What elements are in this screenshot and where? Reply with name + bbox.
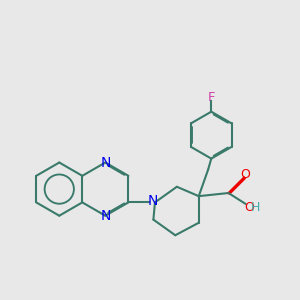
Text: H: H: [251, 201, 260, 214]
Text: N: N: [148, 194, 158, 208]
Text: O: O: [241, 168, 250, 182]
Text: F: F: [208, 91, 215, 104]
Text: N: N: [100, 209, 110, 223]
Text: N: N: [100, 155, 110, 170]
Text: O: O: [244, 201, 254, 214]
